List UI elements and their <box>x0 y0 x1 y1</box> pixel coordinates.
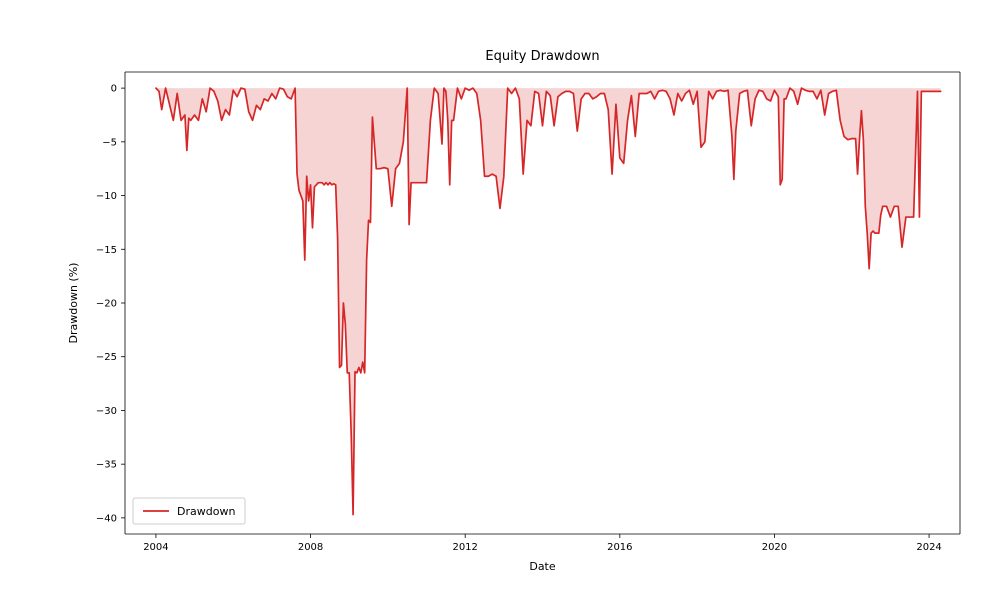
x-tick-label: 2004 <box>143 542 168 553</box>
y-tick-label: 0 <box>111 84 117 95</box>
x-axis-label: Date <box>529 560 556 573</box>
drawdown-chart: 2004 2008 2012 2016 2020 2024 −40 −35 −30 −25 −20… <box>0 0 1000 600</box>
legend: Drawdown <box>133 498 245 524</box>
y-tick-label: −20 <box>96 299 117 310</box>
y-tick-label: −15 <box>96 245 117 256</box>
y-tick-label: −5 <box>102 137 117 148</box>
plot-area <box>125 72 960 534</box>
y-tick-label: −40 <box>96 513 117 524</box>
y-tick-label: −30 <box>96 406 117 417</box>
y-tick-label: −35 <box>96 460 117 471</box>
x-tick-label: 2012 <box>452 542 477 553</box>
legend-label: Drawdown <box>177 505 235 518</box>
x-tick-label: 2008 <box>298 542 323 553</box>
y-tick-label: −10 <box>96 191 117 202</box>
chart-container: 2004 2008 2012 2016 2020 2024 −40 −35 −30 −25 −20… <box>0 0 1000 600</box>
x-tick-label: 2020 <box>762 542 787 553</box>
x-tick-label: 2024 <box>916 542 941 553</box>
x-tick-label: 2016 <box>607 542 632 553</box>
y-tick-label: −25 <box>96 352 117 363</box>
chart-title: Equity Drawdown <box>485 49 599 64</box>
y-axis-label: Drawdown (%) <box>67 263 80 344</box>
